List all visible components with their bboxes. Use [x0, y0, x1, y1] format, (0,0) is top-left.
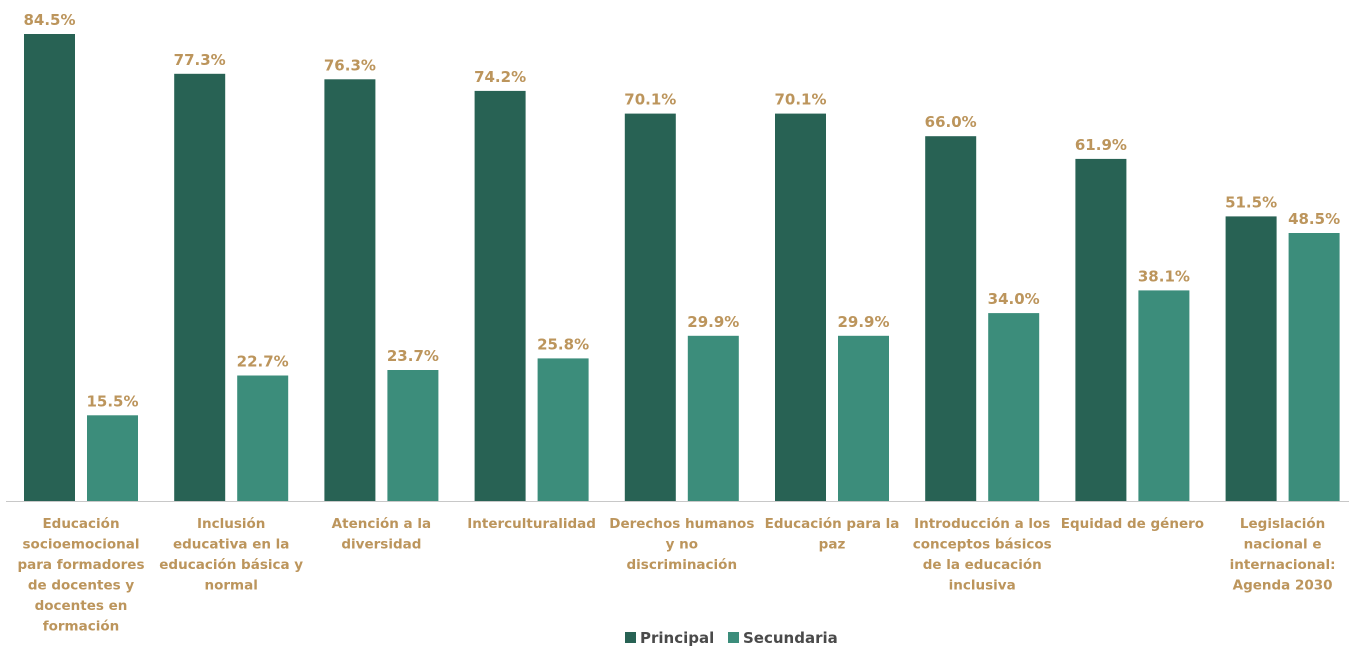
category-label-1-line-0: Inclusión: [197, 516, 265, 532]
legend-label-principal: Principal: [640, 629, 714, 647]
category-label-3-line-0: Interculturalidad: [467, 516, 596, 532]
category-label-0-line-0: Educación: [42, 516, 119, 532]
category-label-2: Atención a la diversidad: [332, 516, 431, 553]
category-label-4-line-1: y no: [666, 537, 698, 553]
category-label-6-line-3: inclusiva: [949, 578, 1016, 594]
bar-secundaria-2: [387, 370, 438, 501]
bar-secundaria-4: [688, 336, 739, 501]
value-label-principal-7: 61.9%: [1075, 136, 1127, 154]
bar-principal-1: [174, 74, 225, 501]
bar-principal-2: [324, 79, 375, 501]
category-label-0-line-3: de docentes y: [28, 578, 135, 594]
category-label-6-line-2: de la educación: [923, 557, 1042, 573]
bar-principal-7: [1075, 159, 1126, 501]
category-label-1: Inclusión educativa en la educación básica…: [159, 516, 303, 594]
legend: Principal Secundaria: [625, 629, 838, 647]
category-label-8-line-1: nacional e: [1244, 537, 1322, 553]
bar-secundaria-5: [838, 336, 889, 501]
category-label-8: Legislación nacional e internacional: Agend…: [1230, 516, 1336, 594]
value-label-secundaria-8: 48.5%: [1288, 210, 1340, 228]
category-label-8-line-2: internacional:: [1230, 557, 1336, 573]
category-label-0-line-4: docentes en: [35, 598, 128, 614]
bar-secundaria-1: [237, 376, 288, 502]
category-label-7-line-0: Equidad de género: [1061, 516, 1204, 532]
category-label-1-line-2: educación básica y: [159, 557, 303, 573]
category-label-2-line-1: diversidad: [341, 537, 421, 553]
category-label-0: Educación socioemocional para formadores de…: [17, 516, 144, 635]
value-label-secundaria-2: 23.7%: [387, 347, 439, 365]
value-label-secundaria-3: 25.8%: [537, 335, 589, 353]
category-label-4-line-0: Derechos humanos: [609, 516, 754, 532]
category-label-0-line-2: para formadores: [17, 557, 144, 573]
bar-secundaria-6: [988, 313, 1039, 501]
category-label-8-line-0: Legislación: [1240, 516, 1325, 532]
category-label-7: Equidad de género: [1061, 516, 1204, 532]
category-label-3: Interculturalidad: [467, 516, 596, 532]
value-label-secundaria-7: 38.1%: [1138, 267, 1190, 285]
bar-principal-6: [925, 136, 976, 501]
legend-swatch-principal: [625, 632, 636, 643]
value-label-secundaria-4: 29.9%: [687, 313, 739, 331]
bar-secundaria-8: [1289, 233, 1340, 501]
category-label-1-line-3: normal: [205, 578, 258, 594]
value-label-principal-2: 76.3%: [324, 56, 376, 74]
bar-secundaria-3: [538, 358, 589, 501]
value-label-principal-5: 70.1%: [774, 91, 826, 109]
value-label-principal-3: 74.2%: [474, 68, 526, 86]
bar-principal-0: [24, 34, 75, 501]
category-label-2-line-0: Atención a la: [332, 516, 431, 532]
value-label-secundaria-6: 34.0%: [988, 290, 1040, 308]
value-label-principal-1: 77.3%: [174, 51, 226, 69]
legend-label-secundaria: Secundaria: [743, 629, 838, 647]
category-label-5-line-1: paz: [819, 537, 846, 553]
value-label-secundaria-0: 15.5%: [86, 392, 138, 410]
bar-secundaria-7: [1138, 290, 1189, 501]
value-label-principal-4: 70.1%: [624, 91, 676, 109]
category-label-4-line-2: discriminación: [627, 557, 738, 573]
bar-principal-3: [475, 91, 526, 501]
category-label-6-line-0: Introducción a los: [914, 516, 1050, 532]
value-label-principal-0: 84.5%: [23, 11, 75, 29]
value-label-principal-6: 66.0%: [925, 113, 977, 131]
category-label-0-line-5: formación: [43, 619, 120, 635]
bar-secundaria-0: [87, 415, 138, 501]
category-label-5-line-0: Educación para la: [765, 516, 900, 532]
category-label-6: Introducción a los conceptos básicos de la…: [913, 516, 1052, 594]
value-label-secundaria-1: 22.7%: [237, 353, 289, 371]
category-label-0-line-1: socioemocional: [23, 537, 140, 553]
category-label-1-line-1: educativa en la: [173, 537, 289, 553]
category-label-5: Educación para la paz: [765, 516, 900, 553]
bar-principal-4: [625, 114, 676, 501]
category-label-8-line-3: Agenda 2030: [1233, 578, 1333, 594]
category-labels-group: Educación socioemocional para formadores de…: [17, 516, 1335, 635]
value-label-secundaria-5: 29.9%: [837, 313, 889, 331]
category-label-4: Derechos humanos y no discriminación: [609, 516, 754, 573]
value-label-principal-8: 51.5%: [1225, 193, 1277, 211]
legend-swatch-secundaria: [728, 632, 739, 643]
category-label-6-line-1: conceptos básicos: [913, 537, 1052, 553]
bar-principal-8: [1226, 216, 1277, 501]
bar-principal-5: [775, 114, 826, 501]
